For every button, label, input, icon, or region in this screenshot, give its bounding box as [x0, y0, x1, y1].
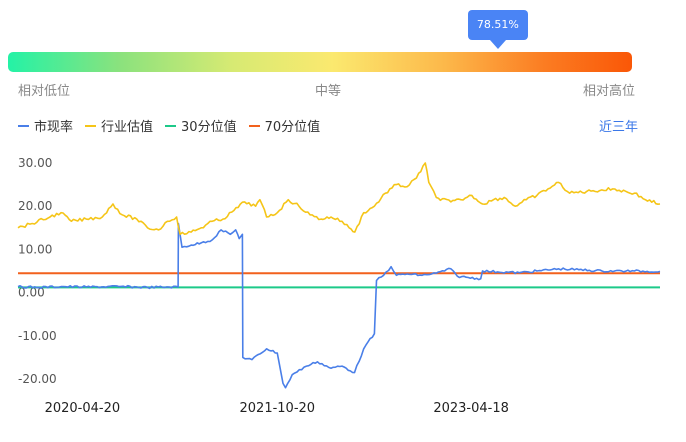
legend-swatch-1 — [85, 124, 97, 127]
series-line-0 — [17, 222, 661, 389]
scale-high-label: 相对高位 — [583, 84, 636, 99]
legend-item-0[interactable]: 市现率 — [18, 116, 73, 135]
chart-legend: 市现率 行业估值 30分位值 70分位值 — [18, 116, 320, 135]
y-tick-label: 20.00 — [18, 199, 52, 213]
scale-mid-label: 中等 — [315, 84, 342, 99]
legend-swatch-3 — [248, 124, 260, 127]
legend-swatch-0 — [18, 124, 29, 127]
y-tick-label: 0.00 — [18, 286, 45, 300]
y-tick-label: -20.00 — [18, 372, 57, 386]
legend-item-3[interactable]: 70分位值 — [248, 116, 321, 135]
x-tick-label: 2021-10-20 — [240, 401, 316, 416]
legend-item-2[interactable]: 30分位值 — [165, 116, 237, 135]
y-tick-label: -10.00 — [18, 329, 57, 343]
y-tick-label: 10.00 — [18, 242, 52, 256]
x-tick-label: 2020-04-20 — [45, 401, 121, 416]
series-line-1 — [17, 162, 661, 236]
legend-label-1: 行业估值 — [101, 120, 154, 135]
y-tick-label: 30.00 — [18, 156, 52, 170]
legend-label-3: 70分位值 — [264, 120, 321, 135]
x-tick-label: 2023-04-18 — [433, 401, 509, 416]
period-selector[interactable]: 近三年 — [599, 120, 639, 135]
scale-low-label: 相对低位 — [18, 84, 71, 99]
legend-label-2: 30分位值 — [181, 120, 237, 135]
percentile-badge-pointer — [489, 40, 506, 49]
percentile-gradient-bar — [8, 52, 632, 72]
legend-swatch-2 — [165, 124, 177, 127]
percentile-badge: 78.51% — [467, 10, 528, 40]
legend-item-1[interactable]: 行业估值 — [85, 116, 153, 135]
legend-label-0: 市现率 — [34, 120, 74, 135]
